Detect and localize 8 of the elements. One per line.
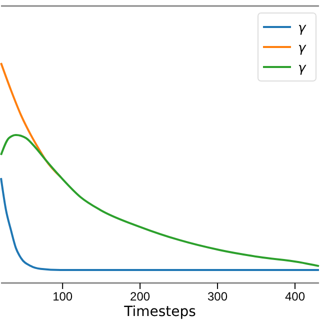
x-tick-label: 300 [208,290,228,304]
legend-label: γ [298,61,307,76]
x-tick-label: 200 [130,290,150,304]
x-tick-label: 400 [284,290,306,304]
x-tick-label: 100 [52,290,73,304]
x-axis-title: Timesteps [123,304,196,320]
legend-label: γ [298,21,307,36]
legend-label: γ [298,41,307,56]
